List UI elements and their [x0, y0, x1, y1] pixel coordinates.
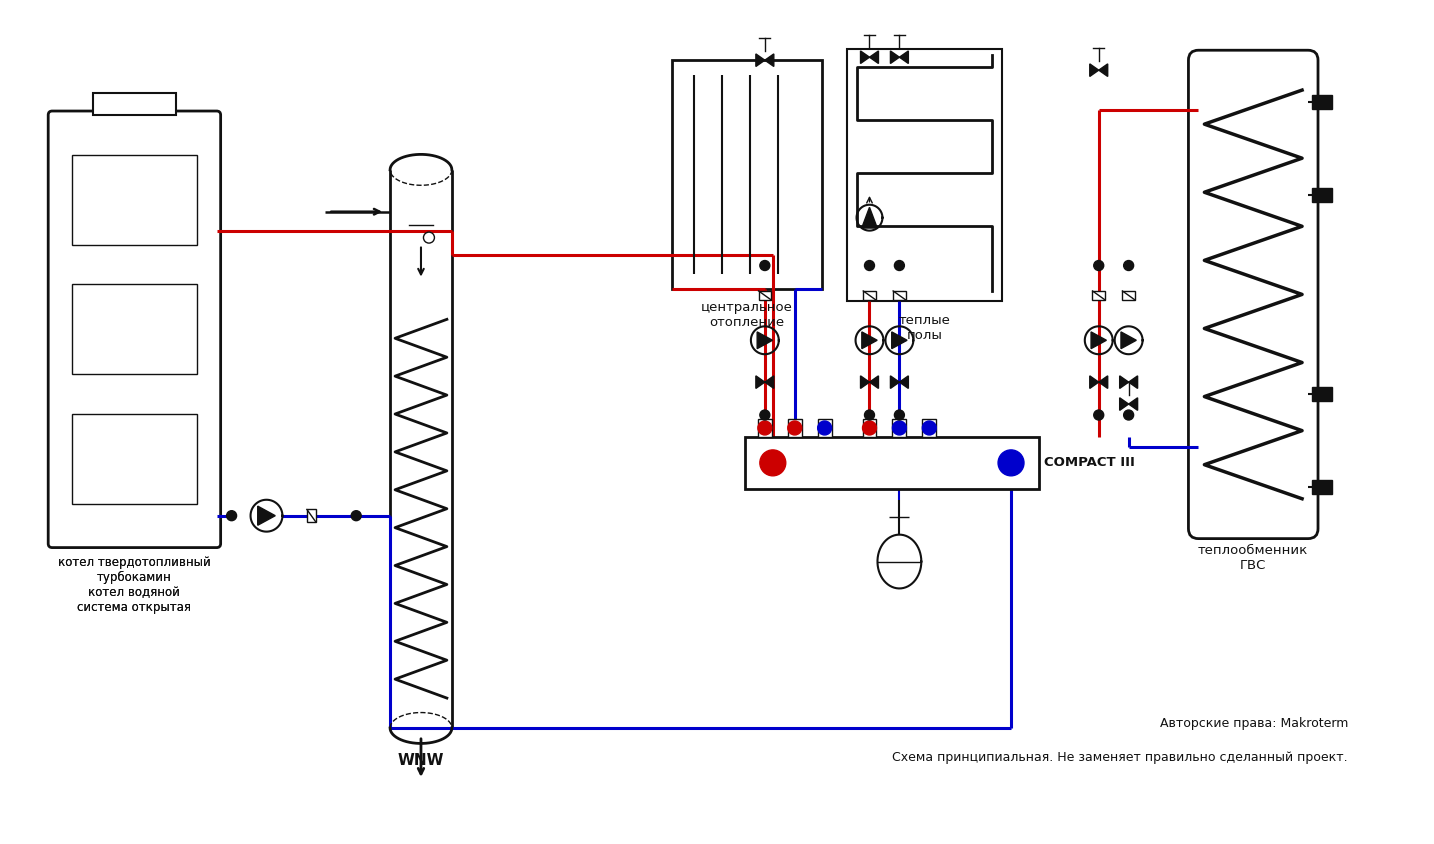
Polygon shape [862, 208, 878, 228]
Polygon shape [1120, 398, 1129, 410]
Polygon shape [891, 51, 899, 63]
Circle shape [817, 421, 832, 435]
Circle shape [227, 511, 237, 521]
Bar [307, 510, 315, 522]
Bar [1312, 479, 1332, 494]
FancyBboxPatch shape [49, 111, 221, 548]
Text: WNW: WNW [397, 753, 445, 768]
Bar [863, 291, 876, 300]
Circle shape [351, 511, 361, 521]
Polygon shape [892, 332, 908, 349]
Bar [759, 291, 771, 300]
Bar [862, 419, 876, 437]
Text: теплые
полы: теплые полы [898, 314, 951, 343]
Bar [1312, 187, 1332, 202]
Circle shape [865, 261, 875, 270]
Polygon shape [757, 332, 773, 349]
Polygon shape [1129, 376, 1137, 388]
Circle shape [757, 421, 771, 435]
Circle shape [1094, 261, 1104, 270]
Polygon shape [862, 332, 878, 349]
Bar [757, 419, 771, 437]
Bar [93, 93, 175, 115]
Polygon shape [899, 376, 908, 388]
Circle shape [1124, 261, 1134, 270]
Polygon shape [869, 51, 879, 63]
Text: теплообменник
ГВС: теплообменник ГВС [1197, 544, 1308, 571]
Circle shape [895, 410, 905, 420]
Circle shape [892, 421, 906, 435]
FancyBboxPatch shape [1189, 51, 1318, 538]
Circle shape [760, 410, 770, 420]
Bar [817, 419, 832, 437]
Polygon shape [1129, 398, 1137, 410]
Circle shape [787, 421, 802, 435]
Circle shape [998, 450, 1024, 476]
Circle shape [862, 421, 876, 435]
Polygon shape [1120, 376, 1129, 388]
Polygon shape [860, 51, 869, 63]
Circle shape [760, 450, 786, 476]
Polygon shape [899, 51, 908, 63]
Polygon shape [764, 54, 774, 67]
Bar [72, 155, 196, 245]
Circle shape [423, 232, 435, 243]
Polygon shape [860, 376, 869, 388]
Polygon shape [1090, 376, 1098, 388]
Polygon shape [258, 506, 275, 525]
Bar [1093, 291, 1106, 300]
Bar [673, 60, 822, 289]
Bar [922, 419, 936, 437]
Circle shape [922, 421, 936, 435]
Polygon shape [891, 376, 899, 388]
Polygon shape [869, 376, 879, 388]
Bar [1312, 387, 1332, 401]
Bar [847, 49, 1001, 301]
Text: Схема принципиальная. Не заменяет правильно сделанный проект.: Схема принципиальная. Не заменяет правил… [892, 751, 1348, 765]
Polygon shape [1121, 332, 1136, 349]
Circle shape [1124, 410, 1134, 420]
Circle shape [865, 410, 875, 420]
Polygon shape [756, 54, 764, 67]
Bar [744, 437, 1040, 489]
Text: COMPACT III: COMPACT III [1044, 457, 1134, 469]
Bar [893, 291, 906, 300]
Polygon shape [1091, 332, 1107, 349]
Polygon shape [764, 376, 774, 388]
Text: котел твердотопливный
турбокамин
котел водяной
система открытая: котел твердотопливный турбокамин котел в… [57, 555, 211, 614]
Bar [892, 419, 906, 437]
Bar [787, 419, 802, 437]
Bar [1123, 291, 1134, 300]
Polygon shape [1090, 64, 1098, 77]
Polygon shape [1098, 64, 1107, 77]
Text: центральное
отопление: центральное отопление [701, 301, 793, 329]
Text: котел твердотопливный
турбокамин
котел водяной
система открытая: котел твердотопливный турбокамин котел в… [57, 555, 211, 614]
Circle shape [760, 261, 770, 270]
Circle shape [1094, 410, 1104, 420]
Bar [72, 414, 196, 504]
Polygon shape [1098, 376, 1107, 388]
Bar [1312, 95, 1332, 109]
Bar [72, 284, 196, 374]
Circle shape [895, 261, 905, 270]
Polygon shape [756, 376, 764, 388]
Text: Авторские права: Makroterm: Авторские права: Makroterm [1160, 717, 1348, 729]
